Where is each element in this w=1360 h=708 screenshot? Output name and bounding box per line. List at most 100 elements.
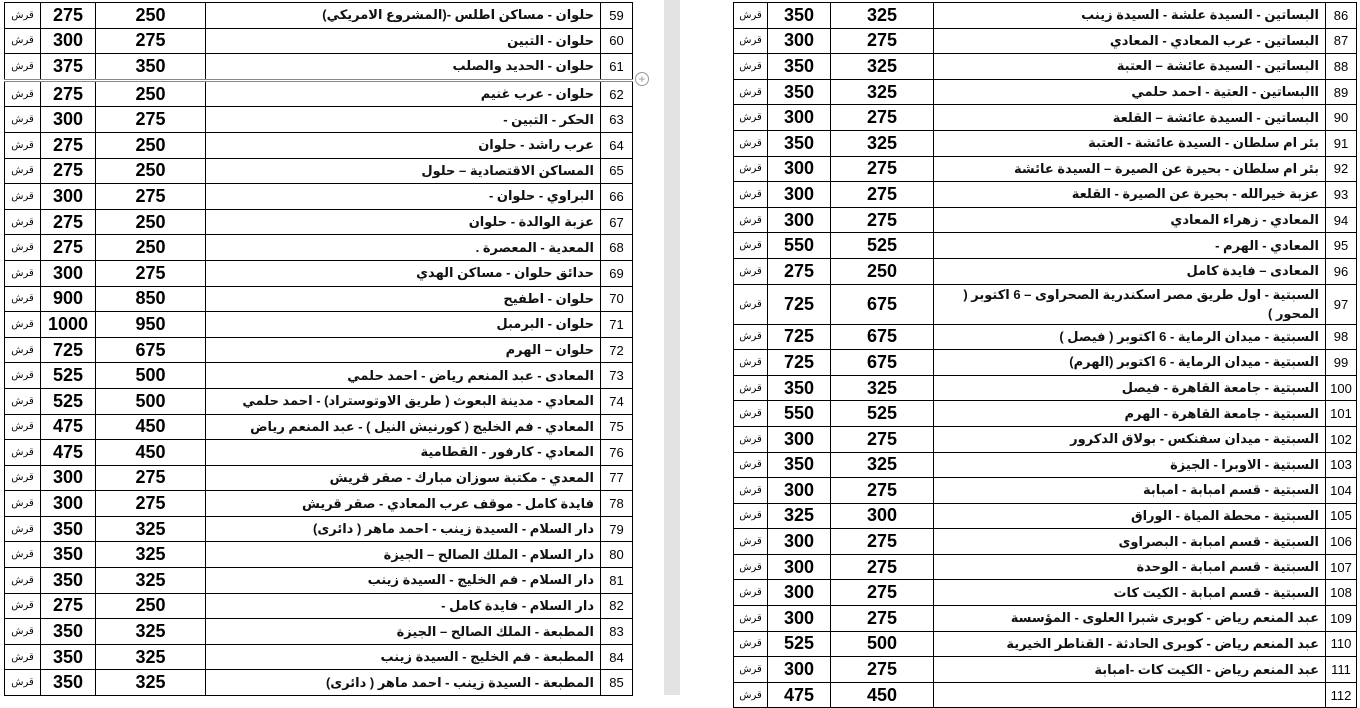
table-row: 62 حلوان - عرب غنيم 250 275 قرش xyxy=(4,79,633,108)
row-number: 102 xyxy=(1325,425,1357,453)
fare-old: 275 xyxy=(830,579,934,607)
row-number: 110 xyxy=(1325,630,1357,658)
currency-unit: قرش xyxy=(4,79,41,108)
row-number: 62 xyxy=(600,79,633,108)
fare-old: 275 xyxy=(95,259,206,287)
table-row: 104 السبتية - قسم امبابة - امبابة 275 300 قر… xyxy=(733,477,1357,504)
row-number: 97 xyxy=(1325,283,1357,325)
fare-old: 325 xyxy=(95,618,206,645)
currency-unit: قرش xyxy=(733,155,768,183)
add-row-icon[interactable]: + xyxy=(635,72,649,86)
fare-old: 325 xyxy=(830,78,934,106)
row-number: 72 xyxy=(600,336,633,364)
row-number: 83 xyxy=(600,618,633,645)
table-row: 89 االبساتين - العتية - احمد حلمي 325 350 قر… xyxy=(733,78,1357,106)
row-number: 67 xyxy=(600,208,633,236)
row-number: 99 xyxy=(1325,349,1357,376)
table-row: 90 البساتين - السيدة عائشة – القلعة 275 300… xyxy=(733,104,1357,131)
row-number: 103 xyxy=(1325,451,1357,479)
table-row: 110 عبد المنعم رياض - كوبرى الحادثة - الق… xyxy=(733,630,1357,658)
route-name: المعادي - كارفور - القطامية xyxy=(205,439,601,466)
fare-new: 275 xyxy=(40,79,96,108)
fare-new: 300 xyxy=(767,155,831,183)
route-name: المطبعة - السيدة زينب - احمد ماهر ( دائر… xyxy=(205,669,601,697)
table-row: 73 المعادى - عبد المنعم رياض - احمد حلمي 5… xyxy=(4,362,633,389)
table-row: 70 حلوان - اطفيح 850 900 قرش xyxy=(4,285,633,313)
route-name: السبتية - محطة المياة - الوراق xyxy=(933,502,1326,530)
row-number: 78 xyxy=(600,490,633,517)
fare-new: 300 xyxy=(40,464,96,492)
currency-unit: قرش xyxy=(733,181,768,208)
currency-unit: قرش xyxy=(4,439,41,466)
table-row: 101 السبتية - جامعة القاهرة - الهرم 525 550… xyxy=(733,400,1357,427)
fare-new: 475 xyxy=(40,413,96,441)
fare-old: 325 xyxy=(830,129,934,157)
row-number: 98 xyxy=(1325,323,1357,351)
route-name: دار السلام - السيدة زينب - احمد ماهر ( د… xyxy=(205,515,601,543)
fare-new: 550 xyxy=(767,400,831,427)
route-name: بئر ام سلطان - السيدة عائشة - العتبة xyxy=(933,129,1326,157)
route-name: السبتية - قسم امبابة - الكيت كات xyxy=(933,579,1326,607)
currency-unit: قرش xyxy=(733,283,768,325)
fare-new: 325 xyxy=(767,502,831,530)
route-name: الحكر - التبين - xyxy=(205,106,601,133)
table-row: 102 السبتية - ميدان سفنكس - بولاق الدكرور… xyxy=(733,425,1357,453)
row-number: 69 xyxy=(600,259,633,287)
fare-old: 275 xyxy=(830,528,934,555)
fare-old: 275 xyxy=(95,27,206,55)
table-row: 64 عرب راشد - حلوان 250 275 قرش xyxy=(4,131,633,159)
fare-old: 675 xyxy=(830,349,934,376)
currency-unit: قرش xyxy=(4,27,41,55)
currency-unit: قرش xyxy=(4,131,41,159)
table-row: 107 السبتية - قسم امبابة - الوحدة 275 300 قر… xyxy=(733,553,1357,581)
route-name: عبد المنعم رياض - كوبرى شبرا العلوى - ال… xyxy=(933,605,1326,632)
table-row: 63 الحكر - التبين -275 300 قرش xyxy=(4,106,633,133)
fare-old: 250 xyxy=(95,592,206,620)
fare-new: 525 xyxy=(40,362,96,389)
table-row: 88 البساتين - السيدة عائشة – العتبة 325 350… xyxy=(733,53,1357,80)
row-number: 106 xyxy=(1325,528,1357,555)
row-number: 109 xyxy=(1325,605,1357,632)
route-name: بئر ام سلطان - بحيرة عن الصيرة – السيدة … xyxy=(933,155,1326,183)
currency-unit: قرش xyxy=(4,311,41,338)
route-name: المعادي - مدينة البعوث ( طريق الاوتوسترا… xyxy=(205,387,601,415)
route-name: المعادي - فم الخليج ( كورنيش النيل ) - ع… xyxy=(205,413,601,441)
row-number: 91 xyxy=(1325,129,1357,157)
currency-unit: قرش xyxy=(4,259,41,287)
table-row: 94 المعادي - زهراء المعادي 275 300 قرش xyxy=(733,206,1357,234)
fare-old: 275 xyxy=(830,425,934,453)
table-row: 87 البساتين - عرب المعادي - المعادي 275 300… xyxy=(733,27,1357,55)
currency-unit: قرش xyxy=(4,285,41,313)
currency-unit: قرش xyxy=(4,106,41,133)
fare-new: 525 xyxy=(40,387,96,415)
route-name: حلوان - التبين xyxy=(205,27,601,55)
fare-old: 675 xyxy=(95,336,206,364)
row-number: 89 xyxy=(1325,78,1357,106)
fare-old: 325 xyxy=(830,53,934,80)
currency-unit: قرش xyxy=(4,413,41,441)
fare-new: 275 xyxy=(40,208,96,236)
fare-new: 275 xyxy=(40,592,96,620)
route-name: المعادي - الهرم - xyxy=(933,232,1326,259)
route-name: السبتية - اول طريق مصر اسكندرية الصحراوى… xyxy=(933,283,1326,325)
row-number: 87 xyxy=(1325,27,1357,55)
table-row: 111 عبد المنعم رياض - الكيت كات -امبابة 27… xyxy=(733,656,1357,683)
table-row: 84 المطبعة - فم الخليج - السيدة زينب 325 35… xyxy=(4,643,633,671)
table-row: 66 البراوي - حلوان -275 300 قرش xyxy=(4,183,633,210)
fare-old: 275 xyxy=(95,106,206,133)
currency-unit: قرش xyxy=(733,129,768,157)
route-name: السبتية - جامعة القاهرة - الهرم xyxy=(933,400,1326,427)
route-name: عزبة خيرالله - بحيرة عن الصيرة - القلعة xyxy=(933,181,1326,208)
table-row: 76 المعادي - كارفور - القطامية 450 475 قرش xyxy=(4,439,633,466)
fare-old: 325 xyxy=(95,643,206,671)
route-name: المعادى – فايدة كامل xyxy=(933,257,1326,285)
fare-old: 325 xyxy=(830,451,934,479)
fare-new: 275 xyxy=(767,257,831,285)
fare-old: 850 xyxy=(95,285,206,313)
fare-new: 350 xyxy=(767,53,831,80)
fare-new: 350 xyxy=(40,669,96,697)
currency-unit: قرش xyxy=(4,515,41,543)
row-number: 75 xyxy=(600,413,633,441)
row-number: 77 xyxy=(600,464,633,492)
route-name: حلوان - عرب غنيم xyxy=(205,79,601,108)
